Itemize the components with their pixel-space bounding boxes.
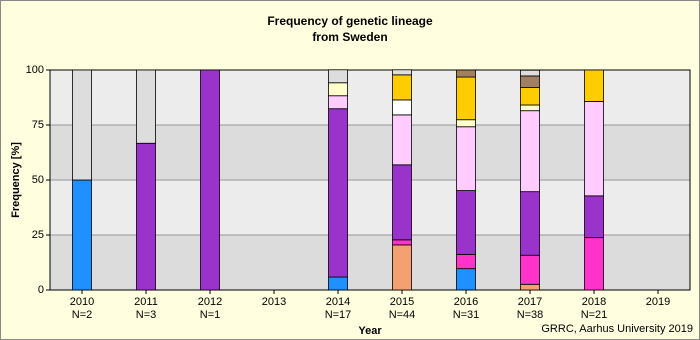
bar-segment (584, 101, 604, 197)
plot-band (50, 70, 690, 125)
bar-segment (584, 195, 604, 239)
plot-band (50, 235, 690, 290)
bar-segment (520, 75, 540, 89)
bar-segment (328, 276, 348, 291)
bar-segment (456, 126, 476, 191)
n-label: N=31 (453, 309, 480, 321)
bar-segment (72, 69, 92, 181)
x-axis-label: Year (358, 325, 382, 337)
y-tick-label: 0 (38, 284, 44, 296)
x-tick-label: 2013 (262, 296, 286, 308)
n-label: N=21 (581, 309, 608, 321)
n-label: N=2 (72, 309, 93, 321)
bar-segment (328, 82, 348, 97)
bar-segment (456, 69, 476, 78)
bar-segment (520, 283, 540, 291)
x-tick-label: 2018 (582, 296, 606, 308)
bar-segment (392, 69, 412, 76)
y-tick-label: 100 (26, 64, 44, 76)
bar-segment (584, 237, 604, 291)
bar-segment (584, 69, 604, 102)
plot-band (50, 125, 690, 180)
x-tick-label: 2019 (646, 296, 670, 308)
bar-segment (72, 179, 92, 291)
bar-segment (456, 190, 476, 255)
bar-segment (456, 76, 476, 121)
chart-title: Frequency of genetic lineage (267, 14, 433, 28)
bar-segment (328, 95, 348, 110)
bar-segment (392, 239, 412, 246)
x-tick-label: 2012 (198, 296, 222, 308)
y-tick-label: 50 (32, 174, 44, 186)
x-tick-label: 2016 (454, 296, 478, 308)
n-label: N=38 (517, 309, 544, 321)
x-tick-label: 2015 (390, 296, 414, 308)
bar-segment (200, 69, 220, 291)
bar-segment (392, 74, 412, 101)
chart-subtitle: from Sweden (312, 30, 387, 44)
y-axis-label: Frequency [%] (10, 142, 22, 218)
x-tick-label: 2011 (134, 296, 158, 308)
bar-segment (520, 110, 540, 193)
plot-band (50, 180, 690, 235)
y-tick-label: 75 (32, 119, 44, 131)
bar-segment (520, 87, 540, 106)
n-label: N=17 (325, 309, 352, 321)
bar-segment (520, 69, 540, 77)
n-label: N=44 (389, 309, 416, 321)
bar-segment (456, 253, 476, 270)
bar-segment (392, 99, 412, 116)
bar-segment (136, 69, 156, 144)
bar-segment (328, 108, 348, 278)
annotation: GRRC, Aarhus University 2019 (541, 323, 693, 335)
bar-segment (328, 69, 348, 84)
bar-segment (520, 104, 540, 112)
x-tick-label: 2014 (326, 296, 350, 308)
bar-segment (392, 114, 412, 166)
y-tick-label: 25 (32, 229, 44, 241)
n-label: N=3 (136, 309, 157, 321)
bar-segment (392, 164, 412, 241)
bar-segment (136, 142, 156, 291)
bar-segment (520, 254, 540, 285)
plot-frame (49, 69, 691, 291)
x-tick-label: 2017 (518, 296, 542, 308)
bar-segment (456, 268, 476, 291)
bar-segment (392, 244, 412, 291)
bar-segment (456, 119, 476, 128)
x-tick-label: 2010 (70, 296, 94, 308)
n-label: N=1 (200, 309, 221, 321)
bar-segment (520, 191, 540, 256)
